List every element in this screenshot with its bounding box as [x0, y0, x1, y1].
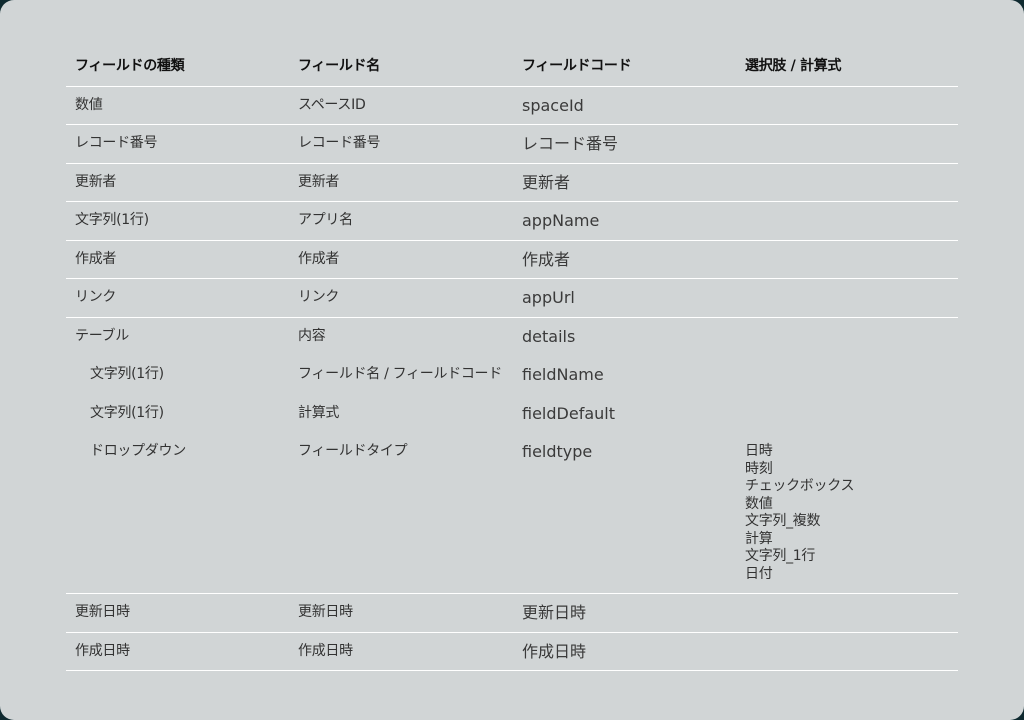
header-field-type: フィールドの種類	[75, 58, 185, 74]
field-name-cell: 計算式	[298, 404, 340, 421]
field-type-cell: 文字列(1行)	[75, 212, 149, 228]
field-name-cell: スペースID	[298, 96, 366, 113]
table-body: 数値 スペースID spaceId レコード番号 レコード番号 レコード番号 更新者 更新者更…	[66, 87, 958, 671]
field-type-cell: テーブル	[75, 327, 129, 344]
option-item: 文字列_複数	[745, 513, 821, 529]
table-row: リンク リンク appUrl	[66, 279, 958, 318]
field-type-cell: 作成者	[75, 250, 117, 267]
options-cell	[736, 633, 958, 671]
table-subrow: 文字列(1行) フィールド名 / フィールドコード fieldName	[66, 356, 958, 395]
field-type-cell: ドロップダウン	[90, 443, 186, 459]
options-cell	[736, 356, 958, 394]
table-row: 作成者 作成者 作成者	[66, 241, 958, 279]
field-code-cell: 作成者	[522, 249, 571, 269]
field-name-cell: 更新者	[298, 173, 340, 190]
field-type-cell: 数値	[75, 96, 103, 113]
field-name-cell: 内容	[298, 327, 326, 344]
field-type-cell: 更新日時	[75, 604, 130, 620]
field-name-cell: 作成日時	[298, 642, 353, 659]
field-type-cell: 更新者	[75, 173, 117, 190]
option-item: 日時	[745, 443, 773, 459]
options-cell	[736, 202, 958, 240]
option-item: 数値	[745, 495, 773, 512]
field-code-cell: レコード番号	[522, 134, 619, 153]
options-cell	[736, 594, 958, 632]
table-row: 作成日時 作成日時 作成日時	[66, 633, 958, 671]
field-type-cell: 文字列(1行)	[90, 366, 164, 382]
options-cell	[736, 125, 958, 163]
table-header: フィールドの種類 フィールド名 フィールドコード 選択肢 / 計算式	[66, 48, 958, 87]
table-row: テーブル 内容 details	[66, 318, 958, 357]
table-subrow: 文字列(1行) 計算式 fieldDefault	[66, 395, 958, 434]
field-name-cell: フィールド名 / フィールドコード	[298, 366, 502, 382]
field-name-cell: レコード番号	[298, 135, 381, 151]
options-cell	[736, 87, 958, 125]
field-type-cell: 作成日時	[75, 642, 130, 659]
field-type-cell: 文字列(1行)	[90, 404, 164, 421]
field-code-cell: spaceId	[522, 95, 584, 115]
header-field-name: フィールド名	[298, 58, 380, 74]
field-code-cell: 更新日時	[522, 603, 587, 622]
table-row: 更新日時 更新日時 更新日時	[66, 594, 958, 633]
options-cell	[736, 241, 958, 279]
field-code-cell: fieldDefault	[522, 403, 615, 423]
option-item: 文字列_1行	[745, 548, 816, 564]
options-cell: 日時 時刻 チェックボックス 数値 文字列_複数 計算 文字列_1行 日付	[736, 433, 958, 593]
field-code-cell: details	[522, 326, 576, 346]
header-options: 選択肢 / 計算式	[745, 58, 842, 74]
field-name-cell: 更新日時	[298, 604, 353, 620]
field-name-cell: フィールドタイプ	[298, 443, 408, 459]
option-item: 計算	[745, 530, 773, 547]
options-cell	[736, 395, 958, 433]
field-type-cell: レコード番号	[75, 135, 158, 151]
options-cell	[736, 164, 958, 202]
options-cell	[736, 279, 958, 317]
field-type-cell: リンク	[75, 289, 117, 305]
field-table: フィールドの種類 フィールド名 フィールドコード 選択肢 / 計算式 数値 スペー…	[66, 48, 958, 671]
header-field-code: フィールドコード	[522, 58, 632, 74]
field-code-cell: 作成日時	[522, 641, 587, 661]
table-row: 数値 スペースID spaceId	[66, 87, 958, 125]
field-name-cell: アプリ名	[298, 212, 353, 228]
field-code-cell: appUrl	[522, 288, 575, 307]
table-row: レコード番号 レコード番号 レコード番号	[66, 125, 958, 164]
field-code-cell: appName	[522, 211, 600, 230]
field-code-cell: 更新者	[522, 172, 571, 192]
options-cell	[736, 318, 958, 356]
field-name-cell: 作成者	[298, 250, 340, 267]
table-row: 更新者 更新者 更新者	[66, 164, 958, 202]
field-code-cell: fieldtype	[522, 442, 593, 461]
field-code-cell: fieldName	[522, 365, 604, 384]
table-row: 文字列(1行) アプリ名 appName	[66, 202, 958, 241]
field-name-cell: リンク	[298, 289, 340, 305]
table-subrow: ドロップダウン フィールドタイプ fieldtype 日時 時刻 チェックボックス 数値 文字…	[66, 433, 958, 594]
option-item: チェックボックス	[745, 478, 855, 494]
option-item: 時刻	[745, 460, 773, 477]
option-item: 日付	[745, 565, 773, 582]
